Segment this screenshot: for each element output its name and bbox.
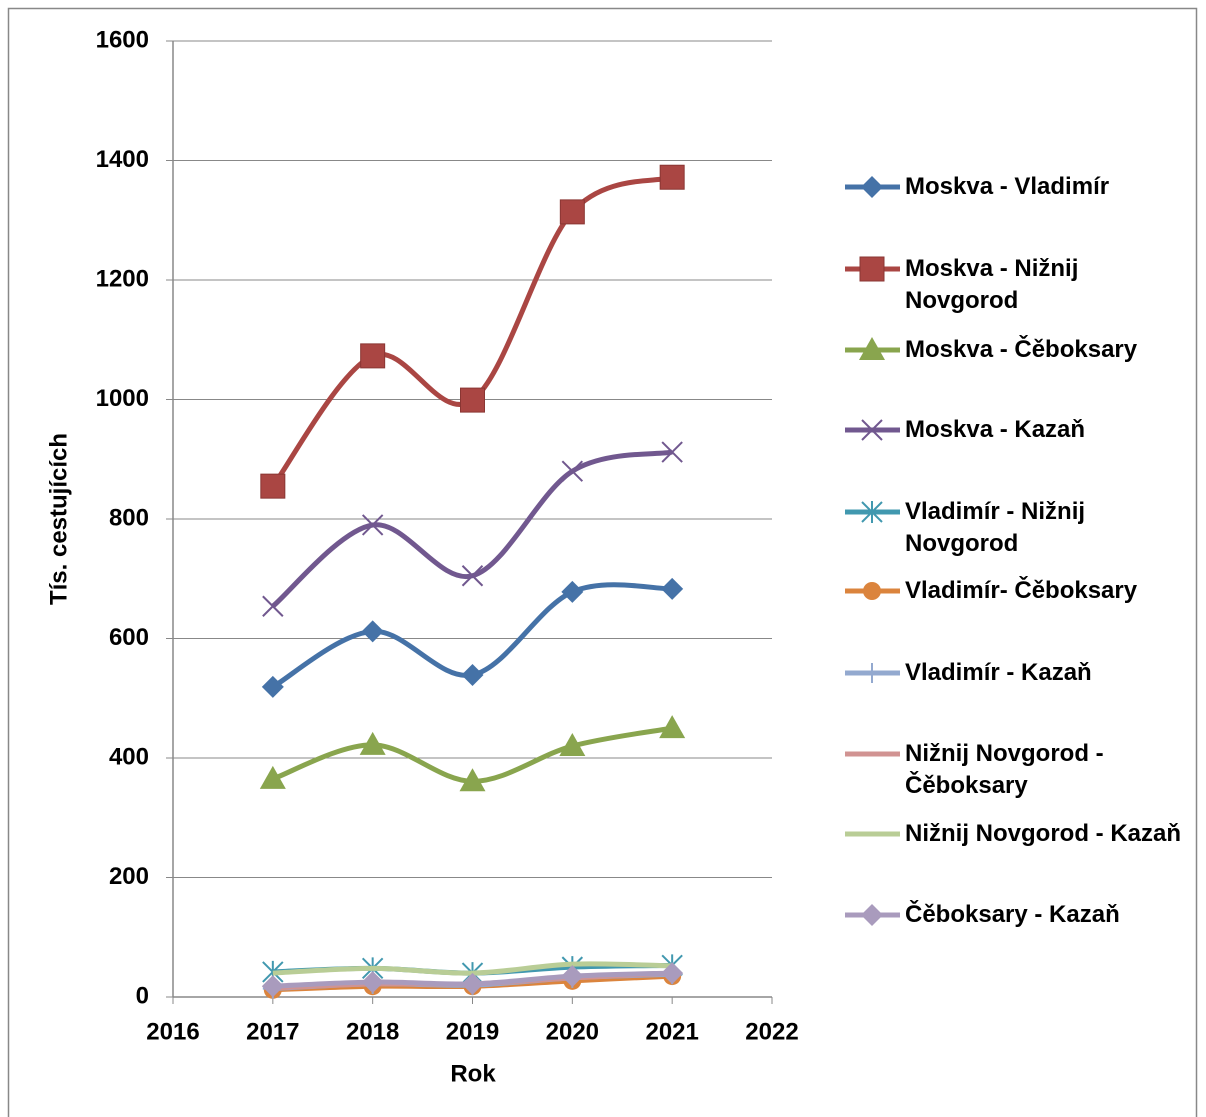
- legend-marker: [863, 582, 881, 600]
- series: [262, 441, 683, 617]
- series: [259, 715, 686, 792]
- marker: [461, 972, 484, 995]
- marker: [261, 975, 284, 998]
- series: [261, 577, 684, 698]
- y-tick-label: 0: [136, 982, 149, 1009]
- marker: [359, 731, 386, 755]
- x-tick-label: 2021: [645, 1018, 698, 1045]
- marker: [461, 663, 484, 686]
- x-tick-label: 2016: [146, 1018, 199, 1045]
- legend-marker: [861, 904, 883, 926]
- marker: [262, 595, 284, 617]
- x-tick-label: 2018: [346, 1018, 399, 1045]
- marker: [661, 441, 683, 463]
- marker: [559, 733, 586, 757]
- legend-label: Vladimír - Nižnij Novgorod: [905, 498, 1086, 557]
- y-tick-label: 1600: [96, 26, 149, 53]
- marker: [661, 577, 684, 600]
- y-axis-label: Tís. cestujících: [45, 433, 72, 605]
- marker: [659, 715, 686, 739]
- marker: [561, 460, 584, 482]
- y-tick-label: 1400: [96, 146, 149, 173]
- marker: [361, 514, 384, 536]
- y-tick-label: 1200: [96, 265, 149, 292]
- y-tick-label: 1000: [96, 385, 149, 412]
- marker: [260, 473, 286, 499]
- x-tick-label: 2022: [745, 1018, 798, 1045]
- marker: [461, 565, 484, 587]
- marker: [559, 199, 585, 225]
- x-tick-label: 2020: [546, 1018, 599, 1045]
- marker: [361, 620, 384, 643]
- frame: [7, 7, 1198, 1117]
- marker: [561, 580, 584, 603]
- marker: [360, 343, 386, 369]
- legend-label: Moskva - Nižnij Novgorod: [905, 255, 1079, 314]
- marker: [561, 965, 584, 988]
- marker: [261, 675, 284, 698]
- series: [261, 962, 684, 998]
- legend-marker: [859, 337, 885, 360]
- marker: [361, 971, 384, 994]
- legend-label: Vladimír - Kazaň: [905, 659, 1092, 686]
- legend-label: Čěboksary - Kazaň: [905, 901, 1120, 928]
- line: [270, 174, 673, 488]
- marker: [460, 387, 485, 413]
- x-tick-label: 2019: [446, 1018, 499, 1045]
- legend-label: Vladimír- Čěboksary: [905, 577, 1138, 604]
- marker: [659, 164, 685, 190]
- y-tick-label: 600: [109, 624, 149, 651]
- y-tick-label: 200: [109, 863, 149, 890]
- marker: [259, 765, 286, 789]
- marker: [661, 962, 684, 985]
- x-axis-label: Rok: [450, 1060, 496, 1087]
- legend-label: Moskva - Kazaň: [905, 416, 1086, 443]
- legend-marker: [862, 663, 882, 683]
- legend-marker: [861, 501, 883, 523]
- marker: [459, 768, 486, 792]
- series: [260, 164, 685, 499]
- legend-label: Nižnij Novgorod - Kazaň: [905, 820, 1181, 847]
- legend-label: Nižnij Novgorod - Čěboksary: [905, 740, 1104, 799]
- legend-marker: [861, 176, 883, 198]
- legend-label: Moskva - Čěboksary: [905, 336, 1138, 363]
- legend-marker: [861, 419, 883, 441]
- y-tick-label: 800: [109, 504, 149, 531]
- y-tick-label: 400: [109, 743, 149, 770]
- x-tick-label: 2017: [246, 1018, 299, 1045]
- legend-label: Moskva - Vladimír: [905, 173, 1110, 200]
- legend-marker: [859, 256, 885, 282]
